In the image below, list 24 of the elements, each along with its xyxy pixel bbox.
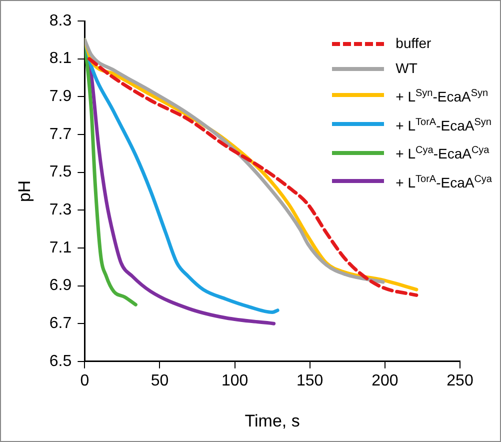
y-tick-label: 6.9 [49,277,72,294]
y-tick-label: 8.1 [49,50,72,68]
x-tick-label: 150 [296,372,324,390]
legend-label: WT [396,59,418,78]
x-tick-label: 100 [221,372,248,390]
y-tick-label: 7.3 [49,202,72,219]
y-tick-label: 8.3 [49,12,72,30]
y-tick-label: 7.1 [49,239,72,256]
x-tick-label: 50 [150,372,169,390]
x-tick-label: 250 [446,372,474,390]
y-tick-label: 7.7 [49,126,72,143]
y-tick-label: 6.7 [49,314,72,332]
legend-label: buffer [396,34,432,53]
legend-label: + L$^{TorA}$-EcaA$^{Syn}$ [396,116,492,136]
y-tick-label: 6.5 [49,352,72,370]
y-tick-label: 7.5 [49,164,72,181]
x-tick-label: 200 [372,372,398,390]
x-axis-title: Time, s [244,411,300,430]
legend-label: + L$^{Syn}$-EcaA$^{Syn}$ [396,87,488,107]
y-axis-title: pH [14,180,34,202]
legend-label: + L$^{Cya}$-EcaA$^{Cya}$ [396,144,490,164]
y-tick-label: 7.9 [49,88,72,106]
x-tick-label: 0 [80,372,90,390]
legend-label: + L$^{TorA}$-EcaA$^{Cya}$ [396,172,492,193]
